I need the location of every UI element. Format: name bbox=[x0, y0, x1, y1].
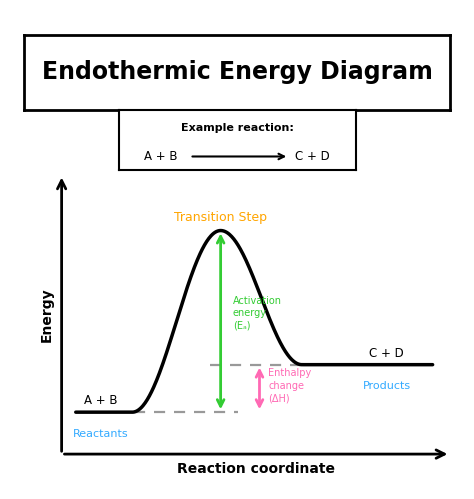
Text: A + B: A + B bbox=[84, 394, 117, 407]
Text: Transition Step: Transition Step bbox=[174, 211, 267, 224]
Text: Activation
energy
(Eₐ): Activation energy (Eₐ) bbox=[233, 295, 282, 330]
Text: Reactants: Reactants bbox=[73, 429, 128, 439]
X-axis label: Reaction coordinate: Reaction coordinate bbox=[177, 463, 335, 477]
Text: C + D: C + D bbox=[369, 347, 404, 360]
Text: Example reaction:: Example reaction: bbox=[181, 123, 293, 133]
Text: Endothermic Energy Diagram: Endothermic Energy Diagram bbox=[42, 60, 432, 84]
Text: Products: Products bbox=[363, 381, 411, 391]
Text: C + D: C + D bbox=[295, 150, 330, 163]
Y-axis label: Energy: Energy bbox=[39, 287, 53, 342]
Text: A + B: A + B bbox=[145, 150, 178, 163]
Text: Enthalpy
change
(ΔH): Enthalpy change (ΔH) bbox=[268, 368, 311, 403]
